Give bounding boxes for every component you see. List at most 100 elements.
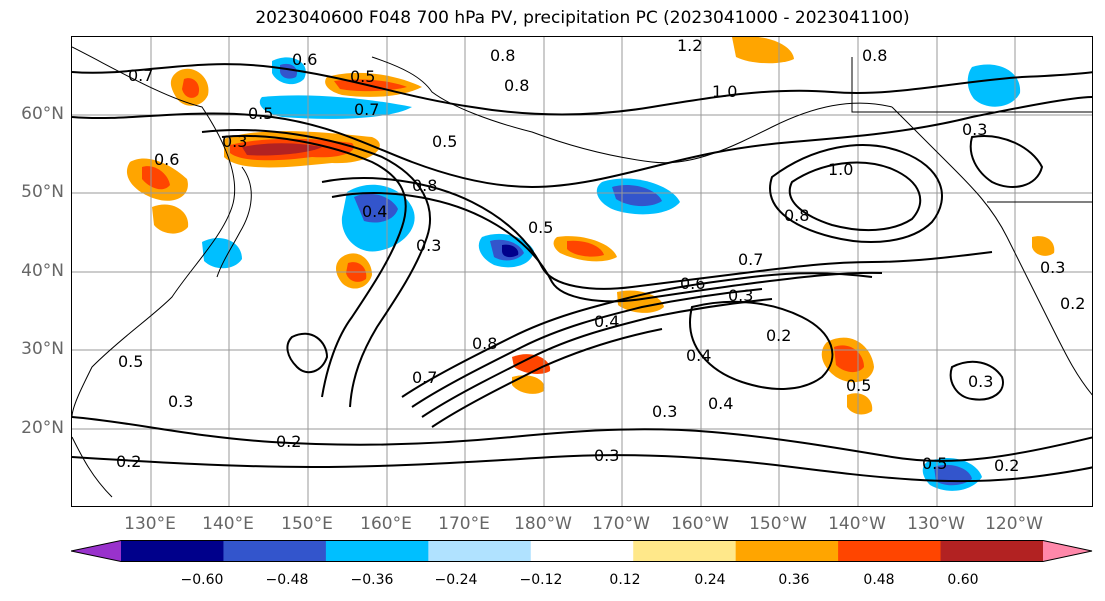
contour-label: 0.5 xyxy=(350,67,375,86)
contour-label: 0.7 xyxy=(354,100,379,119)
colorbar-cell xyxy=(223,540,327,562)
colorbar-tick: −0.36 xyxy=(350,572,394,588)
contour-label: 0.5 xyxy=(118,352,143,371)
contour-label: 0.3 xyxy=(962,120,987,139)
lat-label-20n: 20°N xyxy=(21,418,64,438)
contour-label: 0.8 xyxy=(784,206,809,225)
colorbar-tick: −0.24 xyxy=(434,572,478,588)
contour-label: 0.4 xyxy=(686,346,711,365)
precip-blob-positive xyxy=(732,37,794,64)
colorbar-cell xyxy=(71,540,121,562)
precip-blob-negative xyxy=(259,95,412,119)
pv-contours xyxy=(72,63,1092,483)
precip-blob-positive xyxy=(617,290,664,313)
precip-blob-positive xyxy=(512,375,545,394)
precip-blob-positive xyxy=(847,393,873,415)
contour-label: 0.5 xyxy=(846,376,871,395)
plot-title: 2023040600 F048 700 hPa PV, precipitatio… xyxy=(255,8,910,28)
colorbar-tick: −0.60 xyxy=(180,572,224,588)
contour-label: 0.2 xyxy=(994,456,1019,475)
contour-label: 0.4 xyxy=(362,202,387,221)
colorbar-cell xyxy=(325,540,429,562)
colorbar-tick: 0.60 xyxy=(947,572,979,588)
contour-label: 1.0 xyxy=(828,160,853,179)
contour-label: 0.4 xyxy=(594,312,619,331)
north-america-coast xyxy=(891,106,1092,396)
precip-band-positive xyxy=(242,143,322,156)
colorbar-tick: −0.12 xyxy=(519,572,563,588)
colorbar xyxy=(71,540,1093,562)
colorbar-tick: 0.48 xyxy=(863,572,895,588)
coastlines xyxy=(72,46,1092,498)
contour-label: 0.8 xyxy=(412,176,437,195)
contour-label: 0.2 xyxy=(276,432,301,451)
contour-label: 0.7 xyxy=(738,250,763,269)
precip-blob-positive xyxy=(1032,236,1055,256)
lat-label-30n: 30°N xyxy=(21,339,64,359)
contour-label: 1.2 xyxy=(677,37,702,55)
contour-label: 0.8 xyxy=(490,46,515,65)
contour-label: 0.3 xyxy=(1040,258,1065,277)
lon-label-160e: 160°E xyxy=(360,514,412,534)
precip-blob-positive xyxy=(182,78,200,98)
lon-label-180w: 180°W xyxy=(514,514,572,534)
colorbar-cell xyxy=(428,540,532,562)
lon-label-170e: 170°E xyxy=(438,514,490,534)
contour-label: 0.5 xyxy=(432,132,457,151)
colorbar-tick: 0.12 xyxy=(609,572,641,588)
asia-coast xyxy=(72,46,236,418)
lon-label-130e: 130°E xyxy=(124,514,176,534)
colorbar-cell xyxy=(1043,540,1092,562)
colorbar-cell xyxy=(838,540,942,562)
contour-label: 0.3 xyxy=(594,446,619,465)
precip-blob-positive xyxy=(567,240,604,257)
contour-label: 0.5 xyxy=(922,454,947,473)
lon-label-150w: 150°W xyxy=(749,514,807,534)
lat-label-40n: 40°N xyxy=(21,261,64,281)
contour-label: 0.5 xyxy=(248,104,273,123)
colorbar-outline xyxy=(71,540,1093,562)
colorbar-cell xyxy=(121,540,224,562)
contour-label: 0.3 xyxy=(652,402,677,421)
philippines-coast xyxy=(72,436,113,498)
contour-label: 0.2 xyxy=(116,452,141,471)
precip-blob-positive xyxy=(512,354,551,374)
precip-blob-negative xyxy=(280,63,298,79)
lon-label-140w: 140°W xyxy=(828,514,886,534)
lon-label-150e: 150°E xyxy=(281,514,333,534)
colorbar-cells xyxy=(71,540,1092,562)
lat-label-60n: 60°N xyxy=(21,104,64,124)
lat-lon-grid xyxy=(72,37,1092,506)
contour-label: 0.8 xyxy=(472,334,497,353)
precip-blob-negative xyxy=(612,184,662,207)
precip-blob-negative xyxy=(202,238,242,269)
contour-label: 0.7 xyxy=(412,368,437,387)
lat-label-50n: 50°N xyxy=(21,182,64,202)
precip-blob-negative xyxy=(967,64,1021,107)
colorbar-tick: 0.24 xyxy=(694,572,726,588)
contour-label: 0.3 xyxy=(222,132,247,151)
contour-label: 0.6 xyxy=(154,150,179,169)
contour-label: 0.3 xyxy=(416,236,441,255)
contour-label: 0.4 xyxy=(708,394,733,413)
lon-label-160w: 160°W xyxy=(671,514,729,534)
contour-label: 0.3 xyxy=(168,392,193,411)
lon-label-120w: 120°W xyxy=(985,514,1043,534)
map-panel: 0.7 0.6 0.5 0.8 0.8 1.2 1.0 0.8 0.5 0.7 … xyxy=(71,36,1093,507)
map-svg: 0.7 0.6 0.5 0.8 0.8 1.2 1.0 0.8 0.5 0.7 … xyxy=(72,37,1092,506)
contour-label: 0.3 xyxy=(968,372,993,391)
precip-blob-negative xyxy=(502,244,519,258)
contour-label: 0.2 xyxy=(1060,294,1085,313)
japan-coast xyxy=(216,166,252,278)
alaska-coast xyxy=(371,56,893,164)
precip-blob-positive xyxy=(152,204,189,234)
contour-labels: 0.7 0.6 0.5 0.8 0.8 1.2 1.0 0.8 0.5 0.7 … xyxy=(116,37,1085,475)
contour-label: 0.6 xyxy=(292,50,317,69)
colorbar-cell xyxy=(940,540,1044,562)
colorbar-tick: −0.48 xyxy=(265,572,309,588)
contour-label: 0.3 xyxy=(728,286,753,305)
contour-label: 0.2 xyxy=(766,326,791,345)
lon-label-170w: 170°W xyxy=(592,514,650,534)
contour-label: 0.5 xyxy=(528,218,553,237)
contour-label: 0.6 xyxy=(680,274,705,293)
